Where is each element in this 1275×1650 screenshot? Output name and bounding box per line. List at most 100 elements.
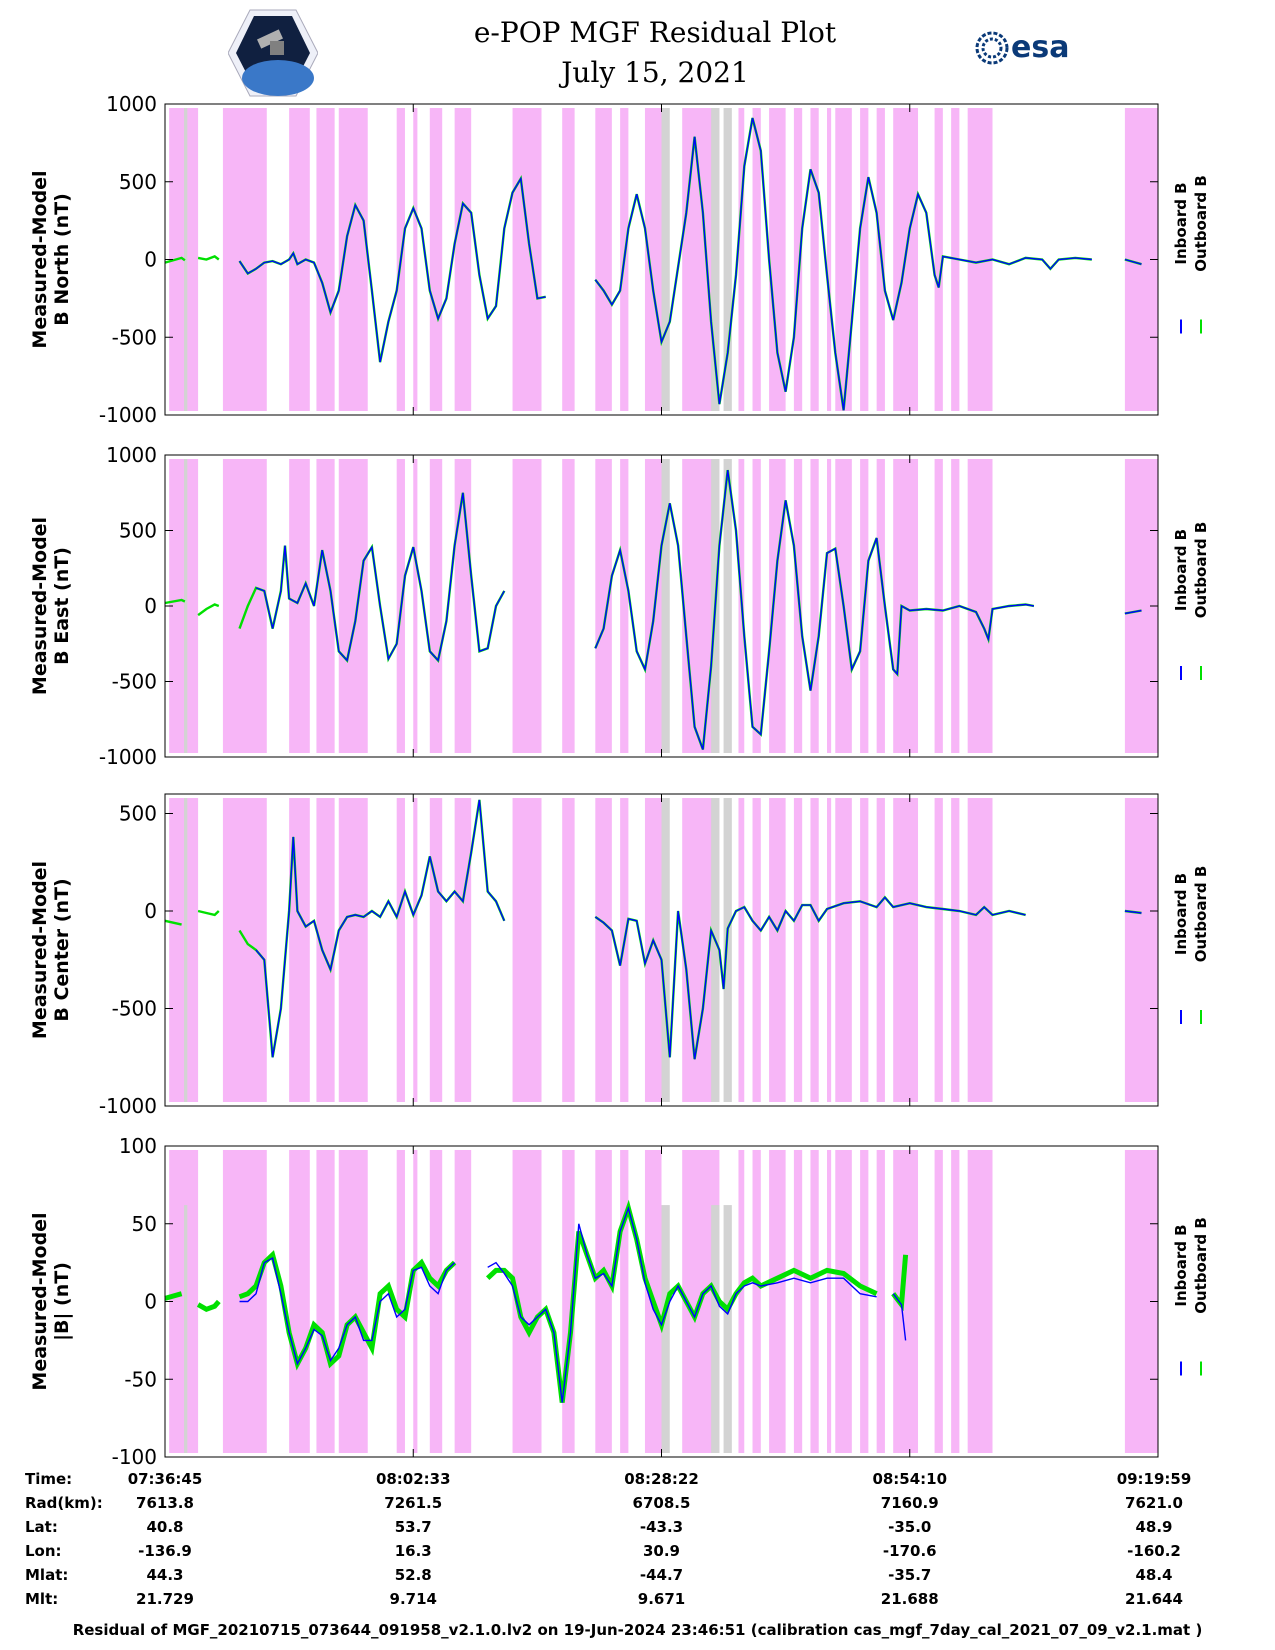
- inboard-series-line: [1124, 609, 1142, 615]
- shade-band: [835, 108, 852, 411]
- y-tick-label: 100: [119, 1134, 157, 1158]
- inboard-series-line: [1124, 910, 1142, 914]
- shade-band: [429, 108, 443, 411]
- outboard-series-line: [164, 919, 182, 926]
- info-value: 44.3: [146, 1566, 184, 1584]
- shade-band: [222, 459, 267, 753]
- inboard-series-line: [255, 492, 505, 662]
- legend-label: Outboard B: [1192, 1217, 1210, 1314]
- info-value: -170.6: [882, 1542, 937, 1560]
- gray-band: [184, 798, 188, 1102]
- shade-band: [967, 798, 993, 1102]
- shade-band: [860, 108, 869, 411]
- shade-band: [454, 108, 472, 411]
- inboard-series-line: [594, 117, 1092, 411]
- info-value: 16.3: [394, 1542, 432, 1560]
- y-tick-label: -50: [124, 1367, 157, 1391]
- inboard-series-line: [1124, 258, 1142, 265]
- legend: Inboard B Outboard B: [1172, 522, 1210, 680]
- shade-band: [169, 459, 199, 753]
- y-tick-label: -1000: [99, 403, 157, 427]
- legend-label: Inboard B: [1172, 873, 1190, 955]
- shade-band: [810, 108, 819, 411]
- info-value: 21.688: [880, 1590, 939, 1608]
- info-value: 7261.5: [384, 1494, 443, 1512]
- info-value: 6708.5: [632, 1494, 691, 1512]
- y-tick-label: -500: [112, 670, 157, 694]
- inboard-series-line: [239, 1256, 456, 1366]
- cassiope-logo: [228, 9, 318, 97]
- shade-band: [289, 108, 310, 411]
- gray-band: [661, 798, 670, 1102]
- info-value: -35.0: [888, 1518, 932, 1536]
- shade-band: [769, 459, 786, 753]
- esa-logo-text: esa: [1011, 30, 1070, 65]
- info-value: 53.7: [394, 1518, 432, 1536]
- inboard-series-line: [487, 1205, 877, 1403]
- shade-band: [169, 1150, 199, 1453]
- y-tick-label: 500: [119, 170, 157, 194]
- gray-band: [723, 108, 732, 411]
- gray-band: [661, 1205, 670, 1453]
- shade-band: [769, 108, 786, 411]
- shade-band: [413, 1150, 418, 1453]
- shade-band: [595, 108, 612, 411]
- outboard-series-line: [197, 603, 220, 617]
- shade-band: [752, 459, 761, 753]
- esa-swirl-icon: [975, 31, 1009, 64]
- info-value: 40.8: [146, 1518, 184, 1536]
- y-tick-label: -500: [112, 997, 157, 1021]
- y-axis-label: Measured-ModelB East (nT): [29, 517, 73, 695]
- gray-band: [711, 1205, 720, 1453]
- y-tick-label: 0: [144, 248, 157, 272]
- y-axis-label: Measured-Model|B| (nT): [29, 1212, 73, 1390]
- shade-band: [512, 459, 542, 753]
- info-value: 9.671: [637, 1590, 686, 1608]
- shade-band: [793, 1150, 803, 1453]
- info-value: 52.8: [394, 1566, 432, 1584]
- shade-band: [396, 1150, 405, 1453]
- info-value: 48.9: [1135, 1518, 1173, 1536]
- legend: Inboard B Outboard B: [1172, 175, 1210, 334]
- info-value: 48.4: [1135, 1566, 1173, 1584]
- gray-band: [723, 459, 732, 753]
- shade-band: [827, 108, 832, 411]
- shade-band: [595, 459, 612, 753]
- shade-band: [429, 1150, 443, 1453]
- shade-band: [620, 1150, 629, 1453]
- shade-band: [860, 1150, 869, 1453]
- legend-label: Outboard B: [1192, 522, 1210, 619]
- info-row-label: Mlt:: [25, 1590, 59, 1608]
- gray-band: [184, 1205, 188, 1453]
- shade-band: [1124, 798, 1158, 1102]
- footer-caption: Residual of MGF_20210715_073644_091958_v…: [72, 1621, 1203, 1639]
- shade-band: [454, 1150, 472, 1453]
- legend-label: Inboard B: [1172, 529, 1190, 611]
- info-value: -136.9: [138, 1542, 192, 1560]
- shade-band: [752, 798, 761, 1102]
- shade-band: [738, 1150, 745, 1453]
- shade-band: [876, 459, 885, 753]
- shade-band: [222, 108, 267, 411]
- outboard-series-line: [197, 909, 220, 917]
- shade-band: [967, 459, 993, 753]
- info-value: 21.644: [1125, 1590, 1183, 1608]
- panel-3: 500 0 -500 -1000 Measured-ModelB Center (nT)…: [29, 793, 1210, 1118]
- shade-band: [793, 459, 803, 753]
- shade-band: [620, 459, 629, 753]
- shade-band: [512, 798, 542, 1102]
- shade-band: [752, 1150, 761, 1453]
- outboard-series-line: [164, 1291, 183, 1301]
- outboard-series-line: [164, 256, 186, 264]
- shade-band: [951, 798, 960, 1102]
- shade-band: [934, 459, 943, 753]
- shade-band: [169, 798, 199, 1102]
- gray-band: [711, 798, 720, 1102]
- shade-band: [876, 1150, 885, 1453]
- plot-date: July 15, 2021: [561, 56, 749, 89]
- shade-band: [644, 459, 662, 753]
- shade-band: [316, 1150, 335, 1453]
- gray-band: [723, 1205, 732, 1453]
- shade-band: [827, 459, 832, 753]
- y-tick-label: 0: [144, 899, 157, 923]
